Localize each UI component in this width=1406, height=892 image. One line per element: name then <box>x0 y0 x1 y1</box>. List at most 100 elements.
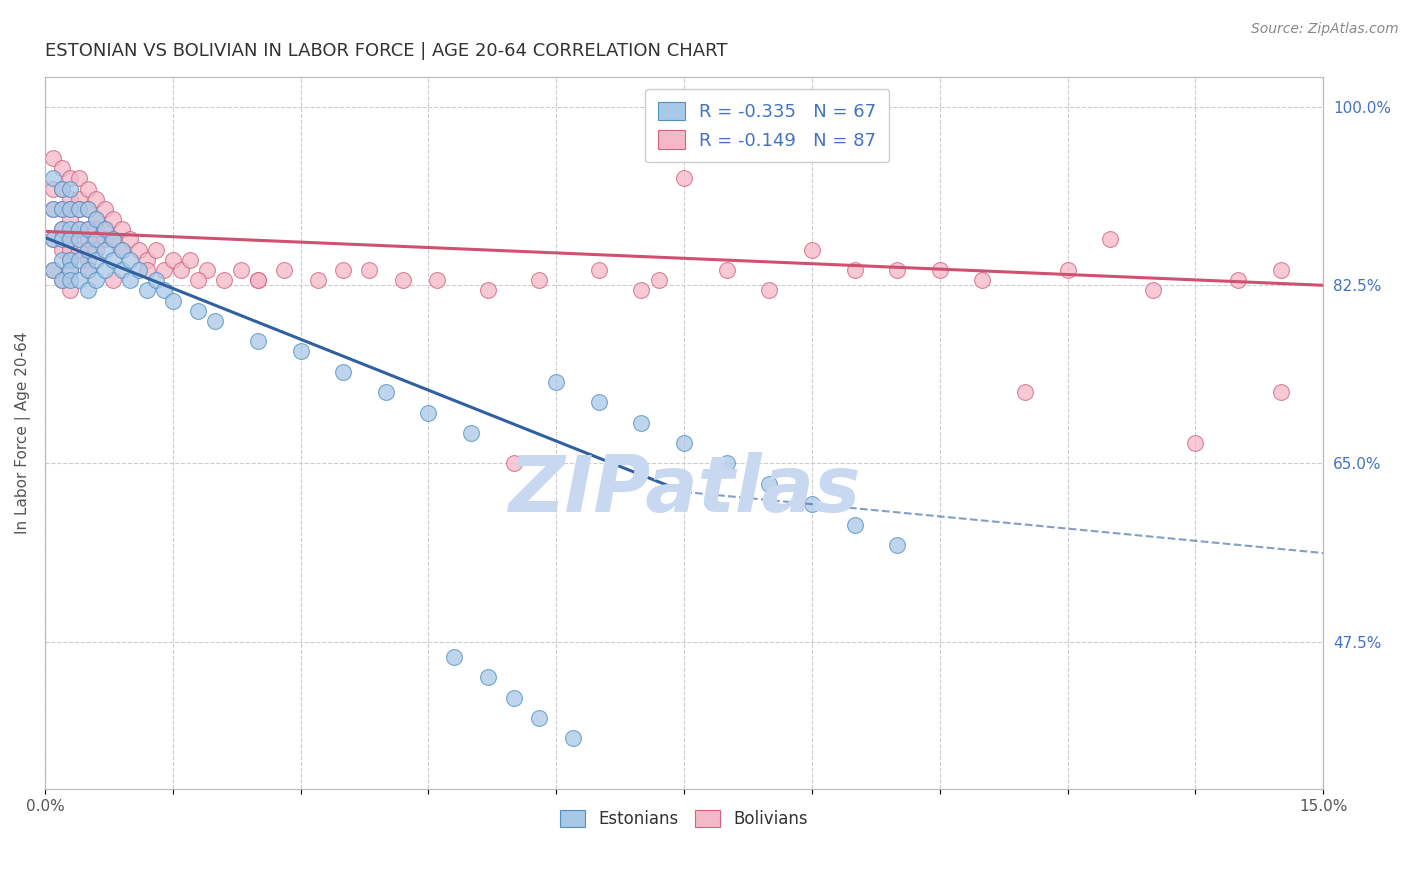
Point <box>136 284 159 298</box>
Point <box>145 243 167 257</box>
Point <box>179 252 201 267</box>
Y-axis label: In Labor Force | Age 20-64: In Labor Force | Age 20-64 <box>15 332 31 534</box>
Point <box>136 263 159 277</box>
Point <box>716 457 738 471</box>
Point <box>51 181 73 195</box>
Point <box>76 202 98 216</box>
Point <box>59 181 82 195</box>
Point <box>153 263 176 277</box>
Point <box>42 202 65 216</box>
Point <box>630 284 652 298</box>
Point <box>392 273 415 287</box>
Point <box>800 497 823 511</box>
Point <box>246 273 269 287</box>
Point <box>42 232 65 246</box>
Point <box>170 263 193 277</box>
Point <box>162 293 184 308</box>
Point <box>59 252 82 267</box>
Point <box>84 252 107 267</box>
Point <box>67 232 90 246</box>
Point <box>273 263 295 277</box>
Point <box>630 416 652 430</box>
Point <box>42 171 65 186</box>
Point <box>67 192 90 206</box>
Point <box>59 284 82 298</box>
Point <box>101 252 124 267</box>
Point <box>42 202 65 216</box>
Point <box>51 273 73 287</box>
Point <box>332 365 354 379</box>
Point <box>145 273 167 287</box>
Point <box>76 263 98 277</box>
Point <box>128 243 150 257</box>
Point <box>67 202 90 216</box>
Text: ESTONIAN VS BOLIVIAN IN LABOR FORCE | AGE 20-64 CORRELATION CHART: ESTONIAN VS BOLIVIAN IN LABOR FORCE | AG… <box>45 42 727 60</box>
Point <box>59 263 82 277</box>
Point <box>51 252 73 267</box>
Point <box>42 151 65 165</box>
Point <box>374 385 396 400</box>
Point <box>51 181 73 195</box>
Point <box>204 314 226 328</box>
Point <box>59 263 82 277</box>
Point <box>42 181 65 195</box>
Point <box>42 263 65 277</box>
Point <box>84 243 107 257</box>
Point <box>153 284 176 298</box>
Point <box>51 232 73 246</box>
Point <box>928 263 950 277</box>
Point <box>101 212 124 227</box>
Point <box>76 232 98 246</box>
Point <box>647 273 669 287</box>
Point <box>84 192 107 206</box>
Point <box>67 171 90 186</box>
Point <box>51 232 73 246</box>
Point <box>1270 385 1292 400</box>
Point <box>84 222 107 236</box>
Point <box>800 243 823 257</box>
Point <box>101 273 124 287</box>
Legend: Estonians, Bolivians: Estonians, Bolivians <box>554 803 815 834</box>
Point <box>477 284 499 298</box>
Point <box>51 161 73 176</box>
Point <box>290 344 312 359</box>
Point <box>59 232 82 246</box>
Point <box>212 273 235 287</box>
Point <box>110 263 132 277</box>
Point <box>972 273 994 287</box>
Point <box>76 222 98 236</box>
Point <box>67 222 90 236</box>
Point <box>886 538 908 552</box>
Point <box>84 273 107 287</box>
Point <box>1099 232 1122 246</box>
Point <box>59 202 82 216</box>
Point <box>76 284 98 298</box>
Point <box>1142 284 1164 298</box>
Point <box>110 243 132 257</box>
Point <box>187 303 209 318</box>
Point <box>1184 436 1206 450</box>
Point <box>673 436 696 450</box>
Point <box>120 252 142 267</box>
Point <box>93 222 115 236</box>
Point <box>93 263 115 277</box>
Text: ZIPatlas: ZIPatlas <box>508 452 860 528</box>
Point <box>546 375 568 389</box>
Point <box>59 232 82 246</box>
Point <box>76 243 98 257</box>
Point <box>42 263 65 277</box>
Point <box>128 263 150 277</box>
Point <box>42 232 65 246</box>
Point <box>502 690 524 705</box>
Point <box>101 232 124 246</box>
Point <box>588 395 610 409</box>
Point <box>59 252 82 267</box>
Point <box>246 334 269 349</box>
Point <box>110 222 132 236</box>
Point <box>76 202 98 216</box>
Text: Source: ZipAtlas.com: Source: ZipAtlas.com <box>1251 22 1399 37</box>
Point <box>59 192 82 206</box>
Point <box>886 263 908 277</box>
Point <box>51 202 73 216</box>
Point <box>426 273 449 287</box>
